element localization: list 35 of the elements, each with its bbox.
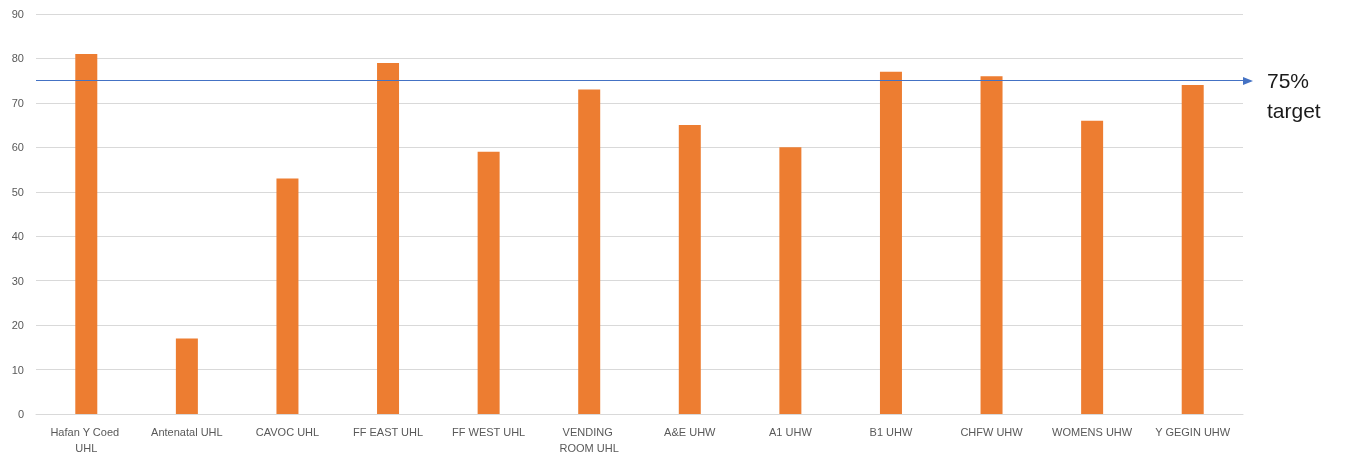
bar — [477, 151, 500, 414]
y-tick-label: 10 — [11, 363, 24, 376]
x-tick-label: Antenatal UHL — [151, 426, 223, 438]
x-tick-label: CHFW UHW — [960, 426, 1024, 438]
bar — [1081, 120, 1104, 414]
bar — [75, 54, 98, 414]
x-tick-label: CAVOC UHL — [255, 426, 320, 438]
x-tick-label: VENDING ROOM UHL — [559, 426, 619, 454]
x-tick-label: FF EAST UHL — [352, 426, 424, 438]
bar — [1181, 85, 1204, 414]
x-tick-label: Y GEGIN UHW — [1155, 426, 1231, 438]
y-tick-label: 90 — [11, 8, 24, 20]
x-tick-label: A1 UHW — [768, 426, 813, 438]
bar — [678, 125, 701, 414]
ref-line-label: 75% target — [1267, 69, 1321, 123]
bar — [175, 338, 198, 414]
y-tick-label: 70 — [11, 96, 24, 109]
bar — [276, 178, 299, 414]
bar — [879, 71, 902, 414]
x-tick-label: A&E UHW — [664, 426, 717, 438]
bar — [578, 89, 601, 414]
bar — [377, 62, 400, 414]
y-tick-label: 20 — [11, 319, 24, 332]
bar — [779, 147, 802, 414]
bar — [980, 76, 1003, 414]
x-tick-label: FF WEST UHL — [452, 426, 526, 438]
x-tick-label: WOMENS UHW — [1052, 426, 1133, 438]
y-tick-label: 40 — [11, 230, 24, 243]
y-tick-label: 30 — [11, 274, 24, 287]
x-tick-label: Hafan Y Coed UHL — [50, 426, 123, 454]
y-tick-label: 50 — [11, 185, 24, 198]
y-tick-label: 60 — [11, 141, 24, 154]
x-tick-label: B1 UHW — [869, 426, 913, 438]
y-tick-label: 80 — [11, 52, 24, 65]
y-tick-label: 0 — [17, 408, 24, 420]
